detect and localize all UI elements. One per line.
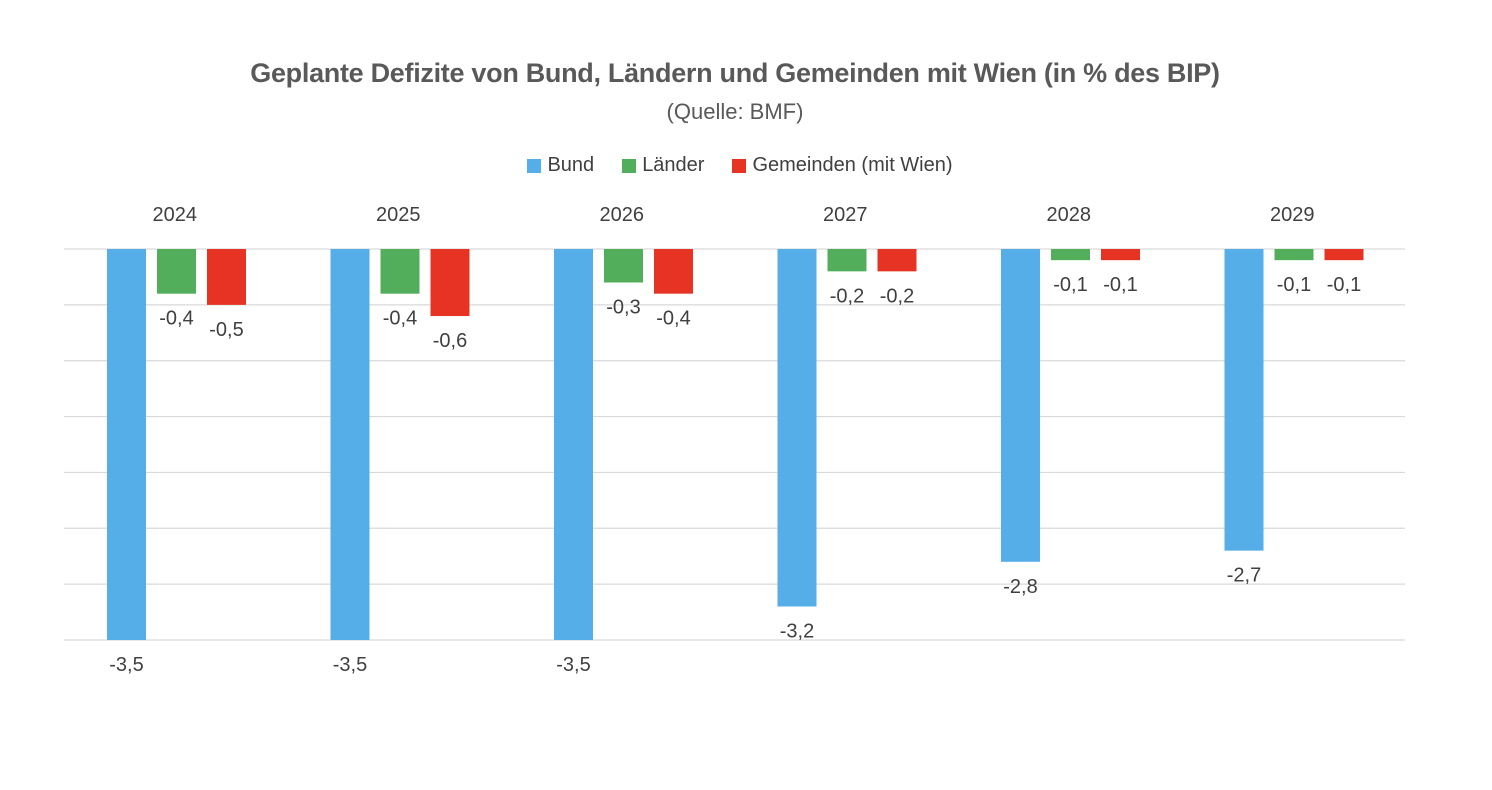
bar-laender-2025: [380, 249, 420, 294]
bar-gemeinden-2024: [207, 249, 246, 305]
category-label-2024: 2024: [153, 204, 198, 226]
data-label-gemeinden-2027: -0,2: [880, 285, 914, 307]
bar-bund-2029: [1224, 249, 1264, 551]
data-label-laender-2024: -0,4: [159, 308, 193, 330]
data-label-gemeinden-2028: -0,1: [1103, 274, 1137, 296]
data-label-bund-2024: -3,5: [109, 654, 143, 676]
bar-gemeinden-2026: [654, 249, 693, 294]
data-label-laender-2029: -0,1: [1277, 274, 1311, 296]
chart-legend: Bund Länder Gemeinden (mit Wien): [0, 154, 1480, 177]
data-label-laender-2025: -0,4: [383, 308, 417, 330]
legend-item-laender: Länder: [622, 154, 704, 177]
bar-laender-2028: [1051, 249, 1090, 261]
category-label-2027: 2027: [823, 204, 868, 226]
bar-gemeinden-2029: [1324, 249, 1364, 261]
bar-bund-2024: [107, 249, 146, 640]
data-label-gemeinden-2025: -0,6: [433, 330, 467, 352]
data-label-gemeinden-2024: -0,5: [209, 319, 243, 341]
data-label-laender-2027: -0,2: [830, 285, 864, 307]
category-label-2025: 2025: [376, 204, 421, 226]
bar-bund-2028: [1001, 249, 1040, 562]
bar-gemeinden-2027: [877, 249, 917, 272]
data-label-bund-2026: -3,5: [556, 654, 590, 676]
category-label-2029: 2029: [1270, 204, 1315, 226]
bar-laender-2024: [157, 249, 196, 294]
bar-gemeinden-2025: [430, 249, 470, 317]
data-label-bund-2028: -2,8: [1003, 576, 1037, 598]
bar-laender-2027: [827, 249, 867, 272]
legend-item-gemeinden: Gemeinden (mit Wien): [732, 154, 953, 177]
chart-subtitle: (Quelle: BMF): [666, 99, 804, 124]
data-label-laender-2026: -0,3: [606, 297, 640, 319]
legend-item-bund: Bund: [527, 154, 594, 177]
legend-label-gemeinden: Gemeinden (mit Wien): [752, 154, 953, 176]
bar-bund-2026: [554, 249, 593, 640]
data-label-gemeinden-2026: -0,4: [656, 308, 690, 330]
category-label-2028: 2028: [1047, 204, 1092, 226]
bar-bund-2025: [330, 249, 370, 640]
data-label-gemeinden-2029: -0,1: [1327, 274, 1361, 296]
bar-gemeinden-2028: [1101, 249, 1140, 261]
data-label-bund-2025: -3,5: [333, 654, 367, 676]
legend-label-bund: Bund: [547, 154, 595, 176]
chart-title: Geplante Defizite von Bund, Ländern und …: [250, 58, 1220, 88]
category-label-2026: 2026: [600, 204, 645, 226]
legend-label-laender: Länder: [642, 154, 705, 176]
legend-swatch-laender: [622, 158, 637, 173]
legend-swatch-gemeinden: [732, 158, 747, 173]
legend-swatch-bund: [527, 158, 542, 173]
bar-bund-2027: [777, 249, 817, 607]
data-label-bund-2027: -3,2: [780, 620, 814, 642]
data-label-bund-2029: -2,7: [1227, 565, 1261, 587]
bar-laender-2026: [604, 249, 643, 283]
data-label-laender-2028: -0,1: [1053, 274, 1087, 296]
bar-laender-2029: [1274, 249, 1314, 261]
